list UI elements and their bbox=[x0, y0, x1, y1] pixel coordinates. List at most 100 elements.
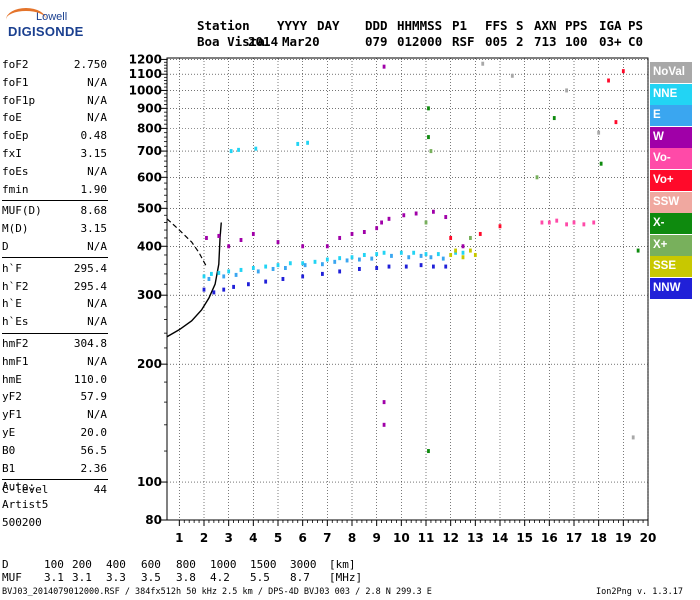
param-row: h`F 295.4 bbox=[2, 260, 107, 278]
echo-point-w bbox=[461, 244, 465, 249]
muf-value: 5.5 bbox=[250, 571, 270, 584]
legend-item-ssw: SSW bbox=[650, 191, 692, 213]
echo-point-nne bbox=[301, 261, 305, 266]
echo-point-nne bbox=[436, 252, 440, 257]
echo-point-e bbox=[207, 276, 211, 281]
echo-point-nne bbox=[338, 256, 342, 261]
x-tick-label: 13 bbox=[467, 531, 484, 545]
echo-point-x bbox=[424, 220, 428, 225]
echo-point-vo bbox=[478, 231, 482, 236]
echo-point-e bbox=[419, 253, 423, 258]
y-tick-label: 800 bbox=[137, 121, 162, 135]
plot-area bbox=[166, 57, 649, 521]
param-value: N/A bbox=[87, 164, 107, 178]
echo-point-nnw bbox=[375, 266, 379, 271]
param-key: foE bbox=[2, 111, 22, 125]
x-tick-label: 4 bbox=[249, 531, 257, 545]
echo-point-w bbox=[444, 215, 448, 220]
distance-value: 3000 bbox=[290, 558, 317, 571]
header-label: P1 bbox=[452, 18, 468, 33]
param-row: foE N/A bbox=[2, 109, 107, 127]
param-row: h`E N/A bbox=[2, 295, 107, 313]
echo-point-x bbox=[429, 149, 433, 154]
echo-point-e bbox=[358, 257, 361, 262]
echo-point-noval bbox=[565, 88, 568, 93]
param-value: 3.15 bbox=[80, 147, 108, 160]
param-value: 2.750 bbox=[73, 58, 107, 71]
echo-point-nnw bbox=[321, 271, 324, 276]
echo-point-nne bbox=[350, 255, 354, 260]
header-label: AXN bbox=[534, 18, 557, 33]
echo-point-sse bbox=[473, 252, 477, 257]
param-key: h`Es bbox=[2, 315, 29, 329]
echo-point-nne bbox=[254, 146, 258, 151]
param-key: D bbox=[2, 240, 9, 253]
distance-label: D bbox=[2, 558, 9, 571]
header-value: Mar20 bbox=[282, 34, 320, 49]
legend-item-nne: NNE bbox=[650, 83, 692, 105]
echo-point-vo bbox=[592, 220, 596, 225]
echo-point-e bbox=[284, 266, 287, 271]
x-tick-label: 6 bbox=[298, 531, 306, 545]
param-row: hmE 110.0 bbox=[2, 371, 107, 389]
distance-value: 1000 bbox=[210, 558, 237, 571]
x-tick-label: 7 bbox=[323, 531, 331, 545]
header-value: 005 bbox=[485, 34, 508, 49]
param-value: N/A bbox=[87, 297, 107, 311]
param-row: foF2 2.750 bbox=[2, 56, 107, 74]
echo-point-sse bbox=[454, 248, 457, 253]
x-tick-label: 19 bbox=[615, 531, 632, 545]
x-tick-label: 12 bbox=[442, 531, 459, 545]
param-value: N/A bbox=[87, 354, 107, 368]
x-tick-label: 10 bbox=[393, 531, 410, 545]
x-tick-label: 9 bbox=[372, 531, 380, 545]
echo-point-nne bbox=[276, 263, 280, 268]
echo-point-w bbox=[382, 422, 386, 427]
param-value: 1.90 bbox=[80, 182, 108, 196]
echo-point-vo bbox=[555, 218, 559, 223]
param-key: h`E bbox=[2, 297, 22, 311]
echo-point-nnw bbox=[281, 276, 285, 281]
param-value: N/A bbox=[87, 315, 107, 329]
echo-point-w bbox=[205, 235, 208, 240]
x-tick-label: 14 bbox=[492, 531, 509, 545]
echo-point-x bbox=[427, 135, 430, 140]
autoscale-line2: Artist5 bbox=[2, 498, 49, 511]
echo-point-w bbox=[414, 211, 418, 216]
param-value: 295.4 bbox=[73, 261, 107, 275]
param-separator bbox=[2, 478, 108, 480]
param-key: foF1p bbox=[2, 93, 36, 107]
distance-value: 200 bbox=[72, 558, 92, 571]
autoscale-line3: 500200 bbox=[2, 516, 42, 529]
param-key: yF1 bbox=[2, 408, 22, 422]
muf-value: 4.2 bbox=[210, 571, 230, 584]
echo-point-nne bbox=[296, 141, 300, 146]
echo-point-w bbox=[350, 231, 354, 236]
param-row: foEp 0.48 bbox=[2, 127, 107, 145]
header-value: 012000 bbox=[397, 34, 443, 49]
header-value: 079 bbox=[365, 34, 388, 49]
header-value: Boa Vista bbox=[197, 34, 265, 49]
x-tick-label: 8 bbox=[348, 531, 356, 545]
echo-point-e bbox=[333, 259, 337, 264]
x-tick-label: 15 bbox=[516, 531, 533, 545]
autoscale-line1: Auto: bbox=[2, 480, 36, 493]
param-value: 8.68 bbox=[80, 204, 108, 218]
param-key: B1 bbox=[2, 461, 16, 475]
echo-point-w bbox=[382, 64, 386, 69]
autoscale-info: Auto: Artist5 500200 bbox=[2, 478, 48, 532]
echo-point-nnw bbox=[247, 282, 250, 287]
distance-value: 400 bbox=[106, 558, 126, 571]
header-value: C0 bbox=[628, 34, 644, 49]
param-key: h`F bbox=[2, 261, 22, 275]
param-key: hmE bbox=[2, 372, 22, 386]
echo-point-x bbox=[427, 449, 430, 454]
y-tick-label: 400 bbox=[137, 239, 162, 253]
lowell-digisonde-logo: Lowell DIGISONDE bbox=[6, 8, 83, 44]
echo-point-nne bbox=[210, 271, 213, 276]
echo-point-nne bbox=[313, 259, 317, 264]
muf-value: 3.5 bbox=[141, 571, 161, 584]
echo-point-nnw bbox=[444, 264, 448, 269]
echo-point-w bbox=[338, 235, 342, 240]
header-label: DAY bbox=[317, 18, 340, 33]
